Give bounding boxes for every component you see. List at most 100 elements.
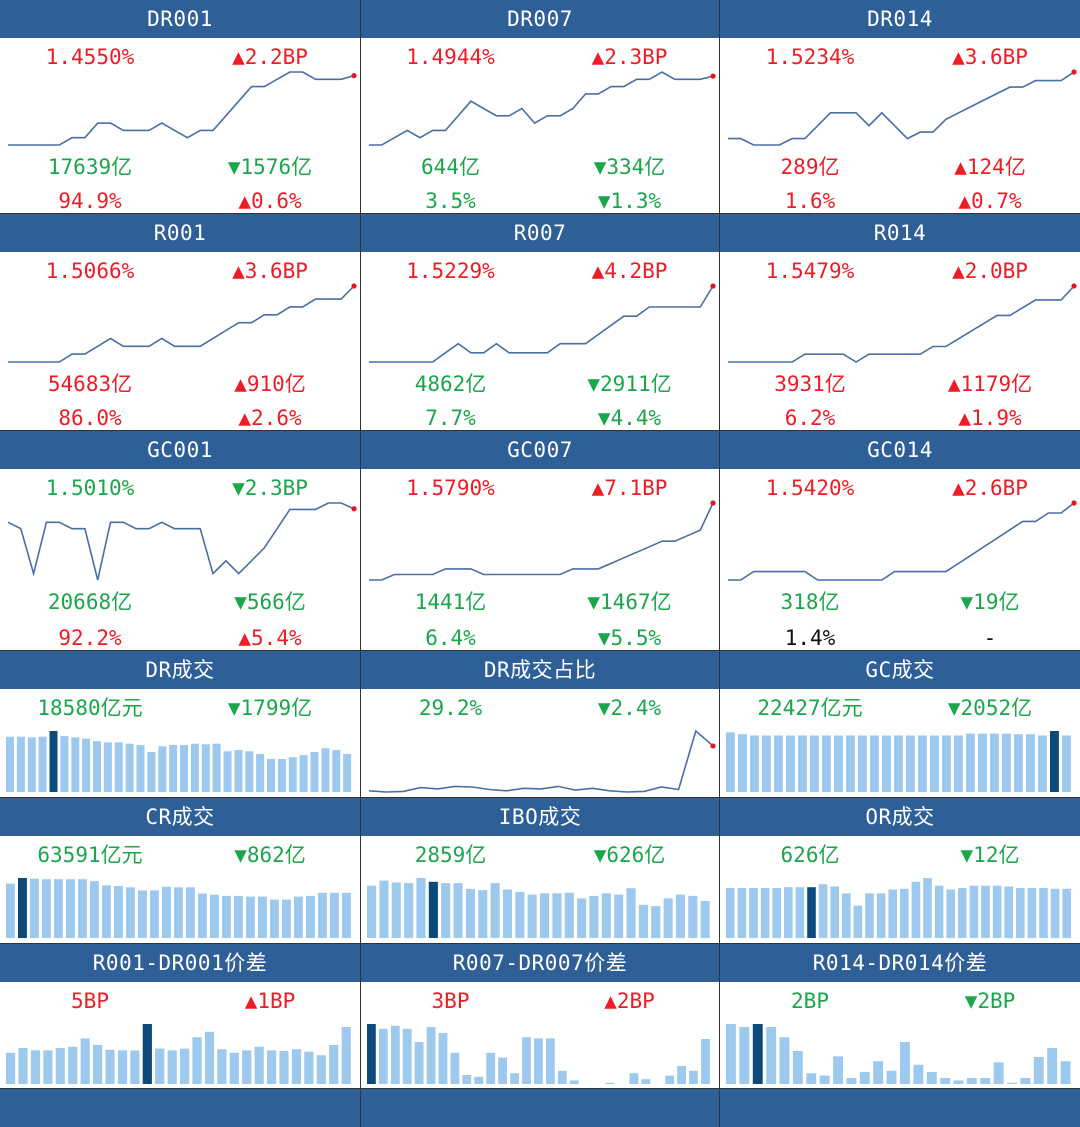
bar [30, 878, 39, 938]
value-left: 1.5229% [406, 259, 495, 283]
bar [158, 746, 167, 793]
bar [450, 1052, 460, 1084]
series-line [369, 285, 714, 363]
bar [103, 742, 112, 792]
bar [192, 1037, 202, 1084]
value-right: ▼862亿 [234, 843, 306, 867]
bar [1033, 1057, 1044, 1084]
value-left: 4862亿 [414, 372, 487, 396]
chart-svg [6, 878, 351, 938]
chart-svg [369, 71, 716, 146]
bar [68, 1046, 78, 1084]
panel-11: GC成交 22427亿元 ▼2052亿 [720, 651, 1080, 797]
value-left: 1.4944% [406, 45, 495, 69]
bar [288, 757, 297, 792]
value-left: 644亿 [421, 155, 480, 179]
bar [49, 731, 58, 792]
value-left: 3BP [431, 989, 470, 1013]
panel-title: OR成交 [720, 798, 1080, 836]
panel-title: R014 [720, 214, 1080, 252]
footer-bar [361, 1089, 719, 1127]
bar [502, 889, 512, 938]
bar [1050, 731, 1059, 792]
footer-bar [0, 1089, 360, 1127]
value-left: 18580亿元 [37, 696, 143, 720]
bar [779, 1037, 790, 1084]
bar [700, 901, 710, 938]
bar [846, 735, 855, 792]
panel-title: DR007 [361, 0, 719, 38]
bar [291, 1049, 302, 1084]
bar [316, 1055, 326, 1084]
last-point [1071, 69, 1077, 75]
bar [564, 892, 574, 938]
bar [234, 895, 243, 938]
value-right: ▲1.9% [958, 406, 1022, 430]
bar [27, 737, 36, 792]
bar [379, 880, 389, 938]
bar [18, 1048, 28, 1084]
bar [1039, 888, 1048, 938]
grid-divider [0, 213, 1080, 214]
bar [772, 888, 781, 938]
bar [246, 896, 255, 938]
value-left: 289亿 [780, 155, 840, 179]
panel-14: OR成交 626亿 ▼12亿 [720, 798, 1080, 943]
bar [93, 1045, 103, 1084]
series-line [369, 502, 714, 581]
bar [993, 1062, 1004, 1084]
last-point [351, 73, 357, 79]
bar [267, 1050, 277, 1084]
value-left: 6.4% [425, 626, 476, 650]
value-left: 626亿 [780, 843, 840, 867]
value-right: ▲7.1BP [591, 476, 668, 500]
bar [105, 1049, 115, 1084]
panel-17: R014-DR014价差 2BP ▼2BP [720, 944, 1080, 1089]
bar [186, 887, 195, 938]
bar [629, 1073, 639, 1084]
bar [677, 1066, 686, 1084]
bar [306, 895, 315, 938]
bar [38, 736, 47, 792]
panel-title: GC成交 [720, 651, 1080, 689]
panel-2: DR014 1.5234% ▲3.6BP 289亿 ▲124亿 1.6% ▲0.7% [720, 0, 1080, 213]
bar [478, 890, 488, 938]
bar [1016, 888, 1025, 938]
bar [90, 881, 99, 938]
last-point [351, 506, 357, 512]
last-point [710, 743, 716, 749]
bar [198, 893, 207, 938]
value-left: 1.5420% [765, 476, 855, 500]
bar [833, 1056, 843, 1084]
bar [766, 1027, 777, 1084]
bar [886, 1070, 897, 1084]
bar [402, 1028, 412, 1084]
value-left: 22427亿元 [757, 696, 863, 720]
bar [217, 1049, 227, 1084]
bar [416, 878, 426, 938]
bar [930, 735, 939, 792]
panel-title: IBO成交 [361, 798, 719, 836]
chart-svg [728, 283, 1077, 363]
bar [859, 1072, 870, 1084]
bar [737, 888, 747, 938]
bar [18, 878, 27, 938]
bar [638, 904, 648, 938]
value-left: 1.5479% [765, 259, 855, 283]
panel-title: CR成交 [0, 798, 360, 836]
bar [966, 1078, 977, 1084]
value-right: ▼12亿 [960, 843, 1020, 867]
grid-divider [0, 430, 1080, 431]
panel-8: GC014 1.5420% ▲2.6BP 318亿 ▼19亿 1.4% - [720, 431, 1080, 650]
bar [752, 1024, 763, 1084]
bar [534, 1038, 543, 1084]
panel-title: GC007 [361, 431, 719, 469]
bar [641, 1079, 651, 1084]
bar [162, 886, 171, 938]
bar [1050, 888, 1060, 938]
bar [438, 1033, 448, 1084]
bar [818, 884, 828, 938]
bar [30, 1050, 41, 1084]
chart-svg [367, 1024, 710, 1084]
bar [926, 1072, 937, 1084]
